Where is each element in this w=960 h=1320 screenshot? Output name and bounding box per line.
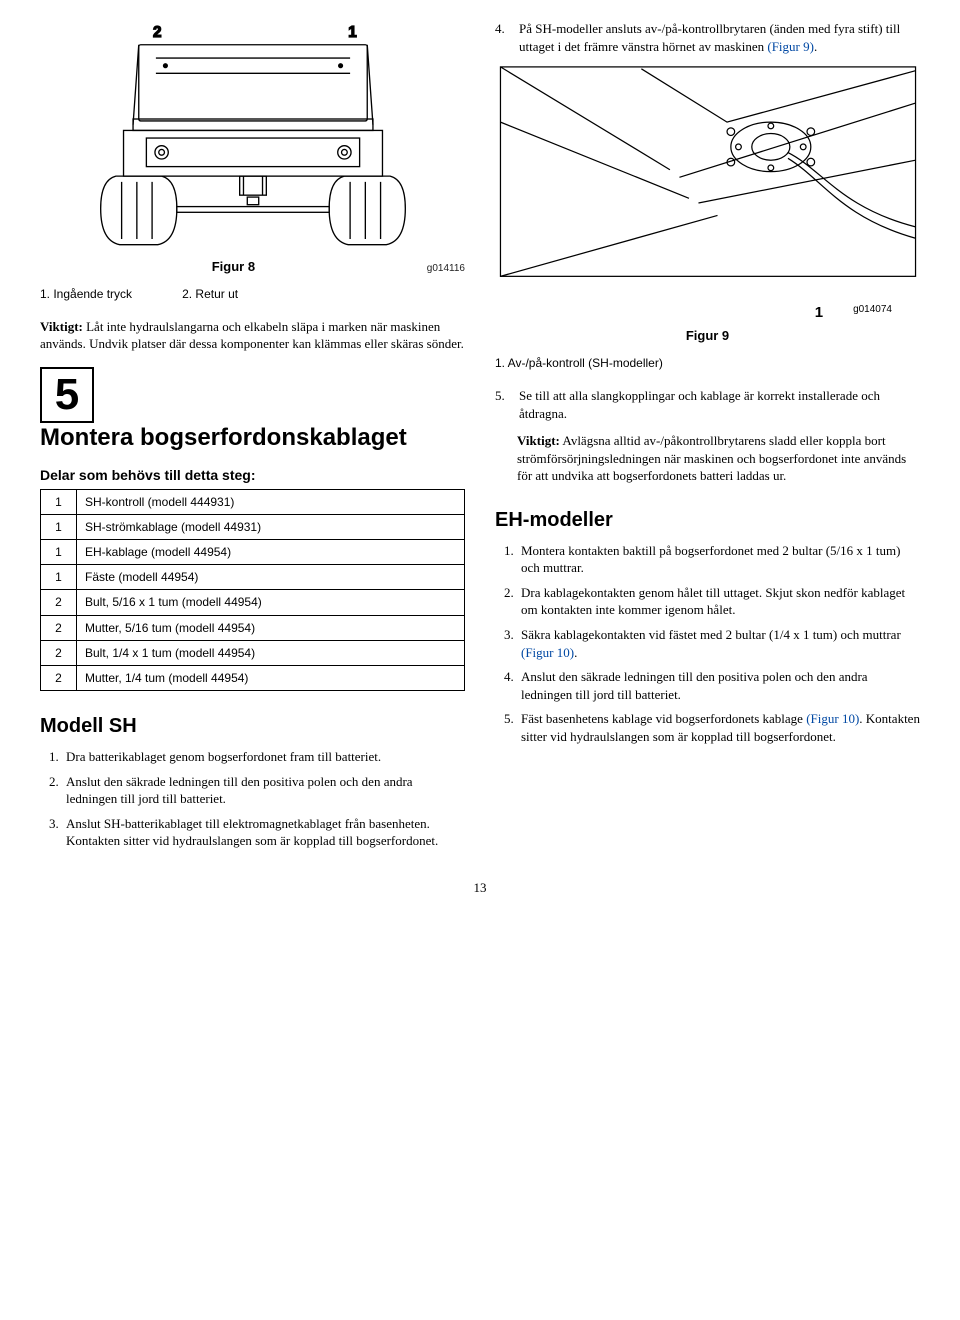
figure-8-caption: Figur 8 [212, 259, 255, 274]
list-item-text: Fäst basenhetens kablage vid bogserfordo… [521, 711, 806, 726]
parts-qty: 2 [41, 665, 77, 690]
figure-9-legend: 1. Av-/på-kontroll (SH-modeller) [495, 355, 920, 371]
parts-desc: Bult, 5/16 x 1 tum (modell 44954) [77, 590, 465, 615]
figure-9-svg [498, 65, 918, 303]
important-1-text: Låt inte hydraulslangarna och elkabeln s… [40, 319, 464, 352]
parts-desc: SH-strömkablage (modell 44931) [77, 514, 465, 539]
list-item-text: Anslut den säkrade ledningen till den po… [521, 669, 868, 702]
table-row: 1Fäste (modell 44954) [41, 565, 465, 590]
figure-9-caption: Figur 9 [686, 328, 729, 343]
parts-desc: Mutter, 1/4 tum (modell 44954) [77, 665, 465, 690]
figure-8-code: g014116 [427, 262, 465, 276]
parts-desc: Fäste (modell 44954) [77, 565, 465, 590]
step-number-box: 5 [40, 367, 94, 423]
list-item: Fäst basenhetens kablage vid bogserfordo… [517, 710, 920, 745]
list-item-text: Montera kontakten baktill på bogserfordo… [521, 543, 900, 576]
step-number: 5 [55, 365, 79, 424]
figure-10-link[interactable]: (Figur 10) [521, 645, 574, 660]
important-note-2: Viktigt: Avlägsna alltid av-/påkontrollb… [517, 432, 920, 485]
list-item-text: Dra kablagekontakten genom hålet till ut… [521, 585, 905, 618]
figure-10-link[interactable]: (Figur 10) [806, 711, 859, 726]
parts-desc: SH-kontroll (modell 444931) [77, 489, 465, 514]
figure-8-svg: 2 1 [53, 20, 453, 258]
intro-step-4-text-b: . [814, 39, 817, 54]
figure-8: 2 1 [40, 20, 465, 276]
eh-models-list: Montera kontakten baktill på bogserfordo… [495, 542, 920, 745]
fig8-callout-2: 2 [153, 24, 161, 41]
list-item: Dra kablagekontakten genom hålet till ut… [517, 584, 920, 619]
list-item: Anslut SH-batterikablaget till elektroma… [62, 815, 465, 850]
list-item: Anslut den säkrade ledningen till den po… [517, 668, 920, 703]
parts-qty: 2 [41, 615, 77, 640]
list-item: Dra batterikablaget genom bogserfordonet… [62, 748, 465, 766]
parts-heading: Delar som behövs till detta steg: [40, 466, 465, 485]
important-label: Viktigt: [40, 319, 83, 334]
page-number: 13 [40, 879, 920, 897]
list-item: Anslut den säkrade ledningen till den po… [62, 773, 465, 808]
intro-step-4-num: 4. [495, 20, 509, 55]
list-item: Montera kontakten baktill på bogserfordo… [517, 542, 920, 577]
parts-qty: 1 [41, 489, 77, 514]
parts-qty: 2 [41, 590, 77, 615]
table-row: 1SH-kontroll (modell 444931) [41, 489, 465, 514]
table-row: 2Bult, 1/4 x 1 tum (modell 44954) [41, 640, 465, 665]
fig8-legend-1: 1. Ingående tryck [40, 286, 132, 302]
table-row: 1SH-strömkablage (modell 44931) [41, 514, 465, 539]
table-row: 1EH-kablage (modell 44954) [41, 539, 465, 564]
parts-desc: EH-kablage (modell 44954) [77, 539, 465, 564]
table-row: 2Mutter, 5/16 tum (modell 44954) [41, 615, 465, 640]
model-sh-list: Dra batterikablaget genom bogserfordonet… [40, 748, 465, 850]
step-5-row: 5. Se till att alla slangkopplingar och … [495, 387, 920, 422]
list-item: Säkra kablagekontakten vid fästet med 2 … [517, 626, 920, 661]
important-2-label: Viktigt: [517, 433, 560, 448]
intro-step-4-text-a: På SH-modeller ansluts av-/på-kontrollbr… [519, 21, 900, 54]
eh-models-heading: EH-modeller [495, 507, 920, 534]
parts-desc: Bult, 1/4 x 1 tum (modell 44954) [77, 640, 465, 665]
model-sh-heading: Modell SH [40, 713, 465, 740]
important-2-text: Avlägsna alltid av-/påkontrollbrytarens … [517, 433, 906, 483]
fig9-callout-1: 1 [815, 303, 823, 323]
figure-9-code: g014074 [853, 303, 892, 323]
parts-qty: 2 [41, 640, 77, 665]
table-row: 2Bult, 5/16 x 1 tum (modell 44954) [41, 590, 465, 615]
step-5-num: 5. [495, 387, 509, 422]
figure-8-legend: 1. Ingående tryck 2. Retur ut [40, 286, 465, 302]
table-row: 2Mutter, 1/4 tum (modell 44954) [41, 665, 465, 690]
list-item-text: Säkra kablagekontakten vid fästet med 2 … [521, 627, 901, 642]
fig8-legend-2: 2. Retur ut [182, 286, 238, 302]
intro-step-4: 4. På SH-modeller ansluts av-/på-kontrol… [495, 20, 920, 55]
parts-desc: Mutter, 5/16 tum (modell 44954) [77, 615, 465, 640]
parts-qty: 1 [41, 565, 77, 590]
parts-table: 1SH-kontroll (modell 444931)1SH-strömkab… [40, 489, 465, 692]
fig8-callout-1: 1 [348, 24, 357, 41]
important-note-1: Viktigt: Låt inte hydraulslangarna och e… [40, 318, 465, 353]
figure-9-link[interactable]: (Figur 9) [767, 39, 814, 54]
parts-qty: 1 [41, 539, 77, 564]
step-5-text: Se till att alla slangkopplingar och kab… [519, 387, 920, 422]
list-item-text-after: . [574, 645, 577, 660]
step-title: Montera bogserfordonskablaget [40, 425, 465, 452]
parts-qty: 1 [41, 514, 77, 539]
figure-9: 1 g014074 Figur 9 [495, 65, 920, 345]
